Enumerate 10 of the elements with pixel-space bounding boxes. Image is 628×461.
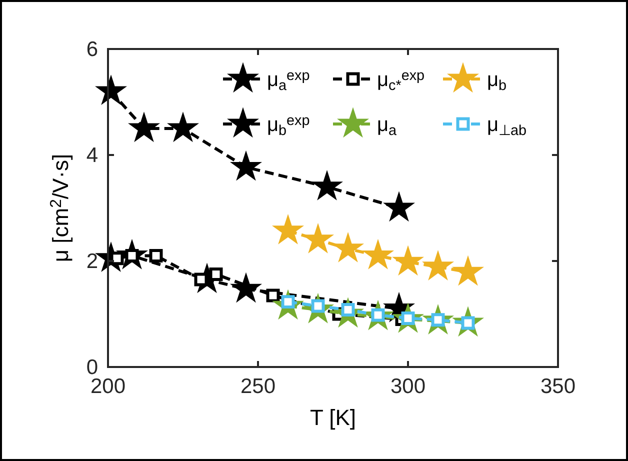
y-tick-label: 6 — [86, 38, 98, 61]
legend-label: μ$_{a}$ — [377, 114, 397, 140]
x-tick-label: 250 — [240, 375, 276, 398]
y-tick-label: 2 — [86, 250, 98, 273]
x-axis-title: T [K] — [310, 405, 356, 430]
x-tick-label: 300 — [390, 375, 426, 398]
y-tick-label: 4 — [86, 144, 98, 167]
x-tick-label: 350 — [540, 375, 576, 398]
legend-label: μ$_{b}$ — [487, 69, 507, 94]
legend-label: μ$_{⊥ab}$ — [487, 114, 527, 140]
